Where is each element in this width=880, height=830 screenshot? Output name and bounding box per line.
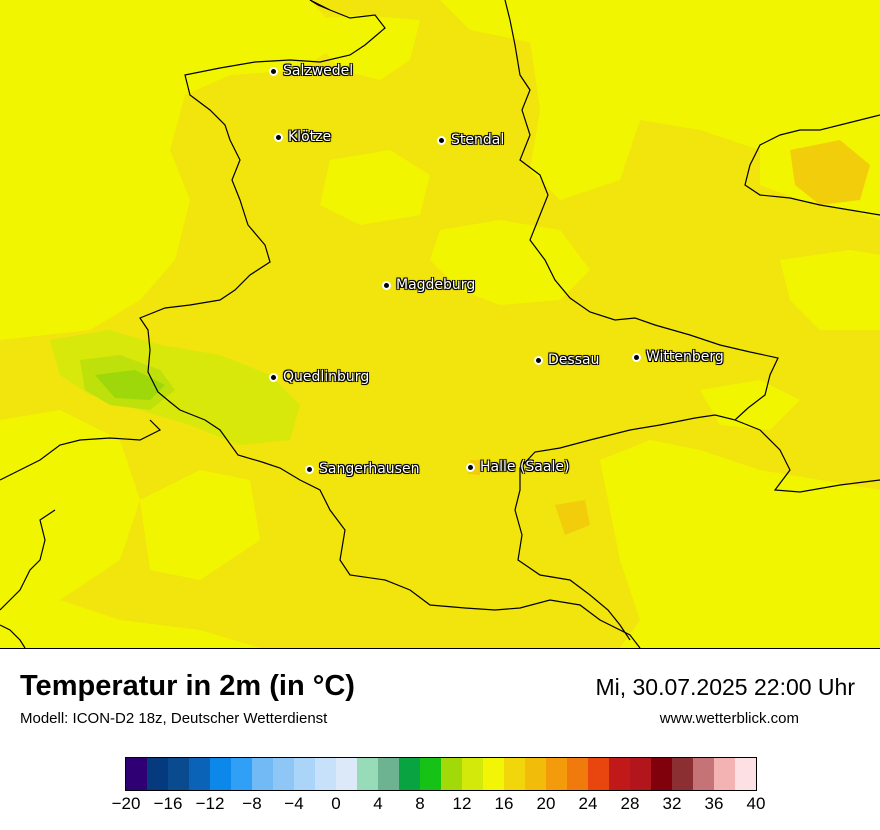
legend-swatch (252, 758, 273, 790)
legend-swatch (147, 758, 168, 790)
legend-tick-label: 24 (578, 794, 598, 813)
legend-tick-label: 28 (620, 794, 640, 813)
legend-swatch (315, 758, 336, 790)
legend-tick-label: 12 (452, 794, 472, 813)
legend-swatch (504, 758, 525, 790)
legend-swatch (441, 758, 462, 790)
legend-swatch (357, 758, 378, 790)
legend-swatch (567, 758, 588, 790)
legend-swatch (735, 758, 756, 790)
model-info: Modell: ICON-D2 18z, Deutscher Wetterdie… (20, 710, 328, 727)
city-marker[interactable]: Sangerhausen (305, 461, 419, 477)
legend-swatch (336, 758, 357, 790)
city-dot-icon (534, 355, 543, 365)
legend-tick-label: 8 (415, 794, 425, 813)
legend-swatch (651, 758, 672, 790)
temperature-map[interactable]: Salzwedel Klötze Stendal Magdeburg Dessa… (0, 0, 880, 649)
legend-tick-label: 32 (662, 794, 682, 813)
legend-swatch (378, 758, 399, 790)
city-marker[interactable]: Halle (Saale) (466, 459, 569, 475)
legend-swatch (609, 758, 630, 790)
legend-tick-label: 16 (494, 794, 514, 813)
city-marker[interactable]: Stendal (437, 132, 504, 148)
website-link[interactable]: www.wetterblick.com (659, 710, 799, 727)
legend-swatch (399, 758, 420, 790)
legend-swatch (672, 758, 693, 790)
cooler-areas (0, 0, 880, 648)
city-label: Klötze (288, 129, 332, 145)
legend-tick-labels: −20 −16 −12 −8 −4 0 4 8 12 16 20 24 28 32 36 40 (0, 794, 880, 818)
city-label: Quedlinburg (283, 369, 370, 385)
city-dot-icon (382, 280, 391, 290)
legend-swatch (231, 758, 252, 790)
legend-swatch (588, 758, 609, 790)
map-layer (0, 0, 880, 648)
city-marker[interactable]: Dessau (534, 352, 599, 368)
city-label: Halle (Saale) (480, 459, 570, 475)
legend-swatch (546, 758, 567, 790)
legend-tick-label: −16 (153, 794, 183, 813)
city-marker[interactable]: Klötze (274, 129, 331, 145)
city-label: Dessau (548, 352, 600, 368)
legend-swatch (462, 758, 483, 790)
city-dot-icon (466, 462, 475, 472)
warmer-areas (468, 140, 870, 535)
legend-tick-label: 4 (373, 794, 383, 813)
legend-swatch (273, 758, 294, 790)
legend-swatch (483, 758, 504, 790)
city-marker[interactable]: Magdeburg (382, 277, 475, 293)
color-legend (125, 757, 757, 791)
city-label: Magdeburg (396, 277, 476, 293)
legend-tick-label: 40 (746, 794, 766, 813)
legend-tick-label: −20 (111, 794, 141, 813)
legend-tick-label: 0 (331, 794, 341, 813)
legend-swatch (420, 758, 441, 790)
city-dot-icon (437, 135, 446, 145)
map-title: Temperatur in 2m (in °C) (20, 670, 355, 702)
legend-swatch (294, 758, 315, 790)
city-dot-icon (632, 352, 641, 362)
legend-tick-label: 36 (704, 794, 724, 813)
forecast-datetime: Mi, 30.07.2025 22:00 Uhr (595, 674, 855, 700)
legend-swatch (126, 758, 147, 790)
legend-tick-label: −4 (284, 794, 304, 813)
city-label: Sangerhausen (319, 461, 420, 477)
city-dot-icon (274, 132, 283, 142)
city-label: Wittenberg (646, 349, 724, 365)
city-label: Salzwedel (283, 63, 354, 79)
city-label: Stendal (451, 132, 505, 148)
city-dot-icon (269, 372, 278, 382)
legend-swatch (693, 758, 714, 790)
city-dot-icon (305, 464, 314, 474)
harz-cool-patch (50, 330, 300, 445)
city-marker[interactable]: Quedlinburg (269, 369, 369, 385)
legend-swatch (714, 758, 735, 790)
state-borders (0, 0, 880, 648)
legend-swatch (525, 758, 546, 790)
city-marker[interactable]: Salzwedel (269, 63, 353, 79)
legend-swatch (630, 758, 651, 790)
legend-tick-label: −8 (242, 794, 262, 813)
legend-swatch (210, 758, 231, 790)
legend-tick-label: 20 (536, 794, 556, 813)
city-dot-icon (269, 66, 278, 76)
legend-tick-label: −12 (195, 794, 225, 813)
city-marker[interactable]: Wittenberg (632, 349, 724, 365)
legend-swatch (168, 758, 189, 790)
legend-swatch (189, 758, 210, 790)
